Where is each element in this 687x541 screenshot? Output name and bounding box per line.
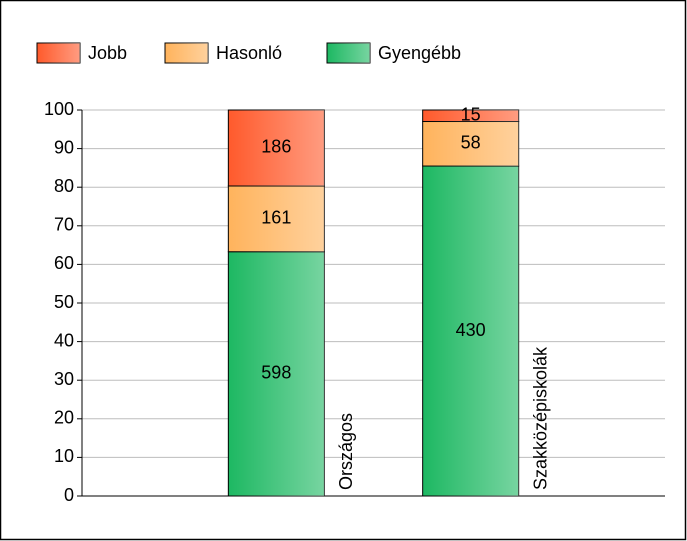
y-tick-label: 60 (54, 253, 74, 273)
y-tick-label: 70 (54, 215, 74, 235)
x-tick-label: Szakközépiskolák (530, 346, 550, 490)
y-tick-label: 50 (54, 292, 74, 312)
data-label: 430 (456, 320, 486, 340)
data-label: 161 (261, 208, 291, 228)
legend-label: Jobb (88, 43, 127, 63)
y-tick-label: 90 (54, 137, 74, 157)
bar-sheen (228, 110, 325, 186)
data-label: 58 (461, 133, 481, 153)
bar-sheen (422, 110, 519, 122)
data-label: 15 (461, 105, 481, 125)
legend-sheen (37, 43, 80, 63)
y-tick-label: 40 (54, 330, 74, 350)
legend-sheen (165, 43, 208, 63)
y-tick-label: 10 (54, 446, 74, 466)
data-label: 598 (261, 363, 291, 383)
bar-sheen (422, 166, 519, 496)
bar-sheen (422, 121, 519, 167)
y-tick-label: 100 (44, 99, 74, 119)
y-tick-label: 20 (54, 408, 74, 428)
bar-sheen (228, 185, 325, 252)
legend-sheen (327, 43, 370, 63)
bar-sheen (228, 251, 325, 496)
legend-label: Gyengébb (378, 43, 461, 63)
legend-label: Hasonló (216, 43, 282, 63)
y-tick-label: 30 (54, 369, 74, 389)
data-label: 186 (261, 137, 291, 157)
x-tick-label: Országos (336, 413, 356, 490)
y-tick-label: 80 (54, 176, 74, 196)
y-tick-label: 0 (64, 485, 74, 505)
